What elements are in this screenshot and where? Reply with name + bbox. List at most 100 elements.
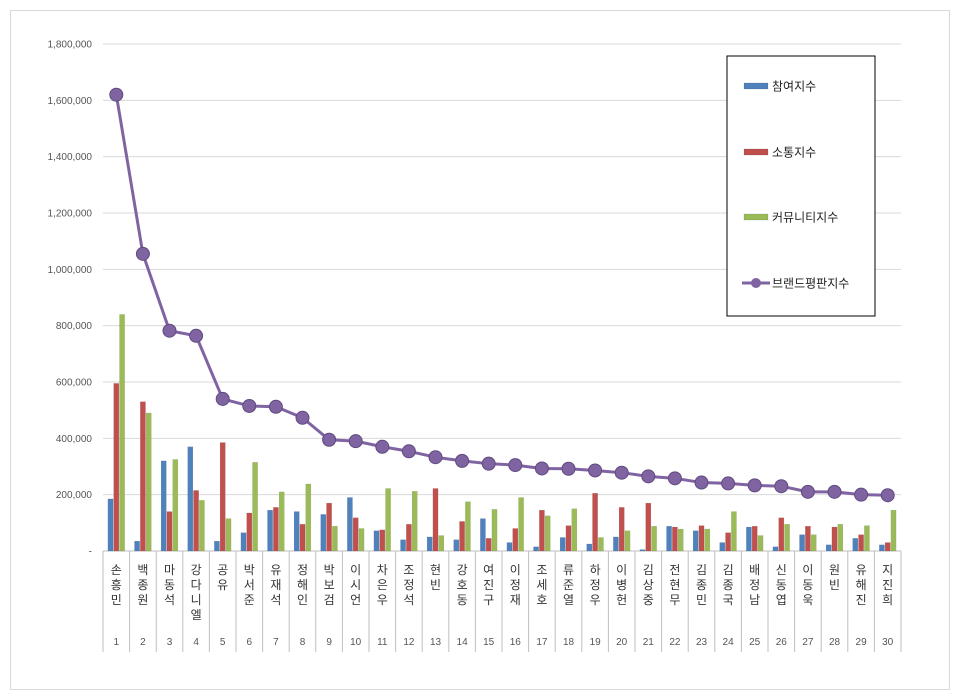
bar-커뮤니티지수-김종민: [704, 528, 711, 552]
legend-label-커뮤니티지수: 커뮤니티지수: [772, 211, 838, 225]
bar-소통지수-김상중: [645, 502, 652, 552]
x-rank-label: 8: [300, 637, 306, 648]
bar-참여지수-마동석: [160, 460, 167, 552]
x-rank-label: 4: [193, 637, 199, 648]
bar-참여지수-박보검: [320, 514, 327, 552]
bar-소통지수-유해진: [858, 534, 864, 552]
legend-label-소통지수: 소통지수: [772, 146, 816, 160]
bar-소통지수-하정우: [592, 493, 598, 552]
bar-커뮤니티지수-강호동: [465, 501, 471, 552]
bar-커뮤니티지수-손흥민: [119, 314, 125, 552]
bar-참여지수-김상중: [639, 549, 646, 552]
bar-참여지수-지진희: [879, 544, 885, 552]
x-rank-label: 24: [723, 637, 735, 648]
point-박서준: [242, 398, 257, 413]
x-rank-label: 10: [350, 637, 362, 648]
x-rank-label: 7: [273, 637, 279, 648]
bar-커뮤니티지수-김상중: [651, 526, 657, 552]
bar-참여지수-여진구: [480, 518, 486, 552]
bar-소통지수-백종원: [140, 401, 146, 552]
point-현빈: [428, 450, 443, 465]
point-이동욱: [800, 484, 815, 499]
x-rank-label: 13: [430, 637, 442, 648]
bar-소통지수-류준열: [565, 525, 572, 552]
bar-소통지수-현빈: [432, 488, 439, 552]
legend-marker-브랜드평판지수: [751, 278, 761, 288]
x-rank-label: 26: [776, 637, 788, 648]
bar-커뮤니티지수-지진희: [890, 509, 897, 552]
bar-소통지수-박서준: [246, 512, 253, 552]
bar-소통지수-조정석: [406, 524, 412, 552]
bar-커뮤니티지수-조정석: [411, 491, 418, 552]
point-강다니엘: [189, 328, 204, 343]
bar-커뮤니티지수-강다니엘: [199, 500, 205, 552]
bar-소통지수-손흥민: [113, 383, 120, 552]
point-공유: [215, 391, 230, 406]
bar-참여지수-정해인: [293, 511, 300, 552]
bar-소통지수-유재석: [273, 507, 279, 552]
bar-커뮤니티지수-이시언: [358, 528, 365, 552]
y-tick-label: 600,000: [56, 378, 93, 389]
y-tick-label: 200,000: [56, 490, 93, 501]
y-tick-label: 1,200,000: [48, 209, 93, 220]
bar-참여지수-김종국: [719, 542, 726, 552]
point-유재석: [268, 399, 283, 414]
bar-커뮤니티지수-원빈: [837, 524, 844, 552]
x-rank-label: 20: [616, 637, 628, 648]
bar-커뮤니티지수-차은우: [385, 488, 391, 552]
bar-커뮤니티지수-이병헌: [624, 530, 631, 552]
point-차은우: [375, 439, 390, 454]
bar-참여지수-공유: [214, 540, 220, 552]
point-조정석: [401, 444, 416, 459]
point-이병헌: [614, 465, 629, 480]
y-tick-label: 1,800,000: [48, 40, 93, 51]
bar-커뮤니티지수-전현무: [677, 528, 684, 552]
x-rank-label: 9: [326, 637, 332, 648]
point-김상중: [641, 469, 656, 484]
bar-참여지수-하정우: [586, 543, 593, 552]
x-rank-label: 30: [882, 637, 894, 648]
bar-참여지수-이시언: [347, 497, 353, 552]
y-tick-label: 400,000: [56, 434, 93, 445]
point-지진희: [880, 488, 895, 503]
x-rank-label: 19: [590, 637, 602, 648]
x-rank-label: 21: [643, 637, 655, 648]
bar-참여지수-이동욱: [799, 534, 805, 552]
bar-소통지수-차은우: [379, 529, 386, 552]
point-강호동: [455, 453, 470, 468]
bar-참여지수-류준열: [559, 537, 566, 552]
bar-참여지수-이병헌: [613, 536, 619, 552]
bar-참여지수-유재석: [267, 509, 273, 552]
x-rank-label: 2: [140, 637, 146, 648]
bar-소통지수-김종민: [698, 525, 705, 552]
x-rank-label: 12: [403, 637, 415, 648]
x-rank-label: 29: [856, 637, 868, 648]
bar-참여지수-김종민: [692, 530, 699, 552]
bar-참여지수-강다니엘: [187, 446, 194, 552]
bar-소통지수-김종국: [725, 532, 731, 552]
bar-소통지수-박보검: [326, 502, 332, 552]
bar-소통지수-공유: [219, 442, 226, 552]
point-조세호: [534, 461, 549, 476]
bar-참여지수-원빈: [825, 544, 832, 552]
point-신동엽: [774, 479, 789, 494]
point-류준열: [561, 461, 576, 476]
bar-커뮤니티지수-류준열: [571, 508, 578, 552]
bar-참여지수-이정재: [506, 542, 513, 552]
